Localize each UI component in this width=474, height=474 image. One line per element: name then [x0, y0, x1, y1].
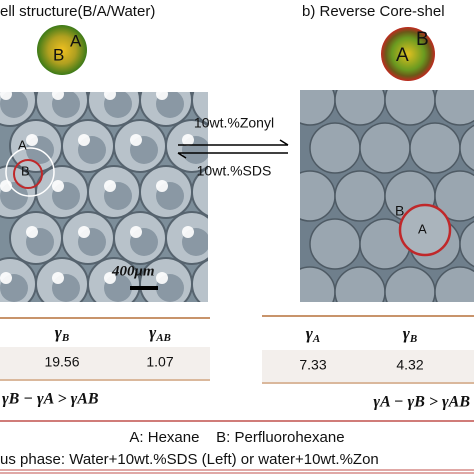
droplet	[434, 90, 474, 126]
droplet-glint	[104, 272, 116, 284]
header-symbol: γ	[306, 324, 314, 343]
droplet-glint	[182, 226, 194, 238]
sphere-label: A	[70, 31, 82, 50]
arrow-label: 10wt.%Zonyl	[194, 115, 274, 131]
right-sphere	[381, 27, 435, 81]
phase-note: us phase: Water+10wt.%SDS (Left) or wate…	[0, 451, 379, 468]
droplet-glint	[26, 226, 38, 238]
left-sphere	[37, 25, 87, 75]
droplet	[459, 124, 474, 172]
sphere-label: B	[53, 45, 64, 64]
droplet	[334, 170, 386, 222]
header-sub: A	[312, 333, 320, 345]
droplet-glint	[156, 92, 168, 100]
droplet-glint	[52, 180, 64, 192]
header-sub: AB	[155, 332, 171, 344]
arrow-forward	[178, 139, 289, 146]
arrow-label: 10wt.%SDS	[197, 163, 272, 179]
droplet-glint	[104, 92, 116, 100]
header-sub: B	[61, 332, 69, 344]
condition: γB − γA > γAB	[2, 391, 99, 408]
droplet-glint	[0, 272, 12, 284]
header-sub: B	[409, 333, 417, 345]
table-value: 19.56	[44, 354, 79, 370]
scale-label: 400μm	[111, 263, 155, 279]
droplet	[409, 122, 461, 174]
left-title: ell structure(B/A/Water)	[0, 3, 155, 20]
photo-label: A	[418, 221, 427, 236]
table-value: 1.07	[146, 354, 173, 370]
header-symbol: γ	[403, 324, 411, 343]
table-header: γAB	[149, 323, 171, 344]
header-symbol: γ	[55, 323, 63, 342]
legend: A: Hexane B: Perfluorohexane	[129, 429, 344, 446]
droplet-glint	[104, 180, 116, 192]
droplet	[309, 218, 361, 270]
right-photo	[300, 90, 474, 302]
sphere-label: B	[416, 29, 429, 50]
table-row	[262, 350, 474, 382]
header-symbol: γ	[149, 323, 157, 342]
arrow-backward	[177, 152, 288, 159]
droplet-glint	[130, 134, 142, 146]
droplet-glint	[130, 226, 142, 238]
droplet	[434, 170, 474, 222]
droplet-glint	[26, 134, 38, 146]
condition: γA − γB > γAB	[373, 394, 470, 411]
photo-label: A	[18, 137, 27, 152]
table-row	[0, 347, 210, 379]
table-header: γB	[55, 323, 69, 344]
droplet	[191, 92, 208, 126]
droplet	[359, 122, 411, 174]
photo-label: B	[395, 203, 404, 219]
table-value: 4.32	[396, 357, 423, 373]
left-photo	[0, 92, 208, 302]
droplet-glint	[182, 134, 194, 146]
droplet-glint	[52, 92, 64, 100]
photo-label: B	[21, 163, 30, 178]
highlight-ring	[13, 159, 43, 189]
right-title: b) Reverse Core-shel	[302, 3, 445, 20]
table-value: 7.33	[299, 357, 326, 373]
table-header: γB	[403, 324, 417, 345]
highlight-ring	[5, 147, 55, 197]
table-header: γA	[306, 324, 320, 345]
droplet	[309, 122, 361, 174]
droplet	[434, 266, 474, 302]
droplet-glint	[0, 92, 12, 100]
highlight-ring	[398, 203, 452, 257]
droplet	[191, 258, 208, 302]
droplet	[459, 220, 474, 268]
sphere-label: A	[396, 45, 409, 66]
droplet-glint	[156, 272, 168, 284]
droplet-glint	[78, 134, 90, 146]
droplet	[191, 166, 208, 218]
droplet-glint	[78, 226, 90, 238]
droplet-glint	[156, 180, 168, 192]
droplet-glint	[52, 272, 64, 284]
